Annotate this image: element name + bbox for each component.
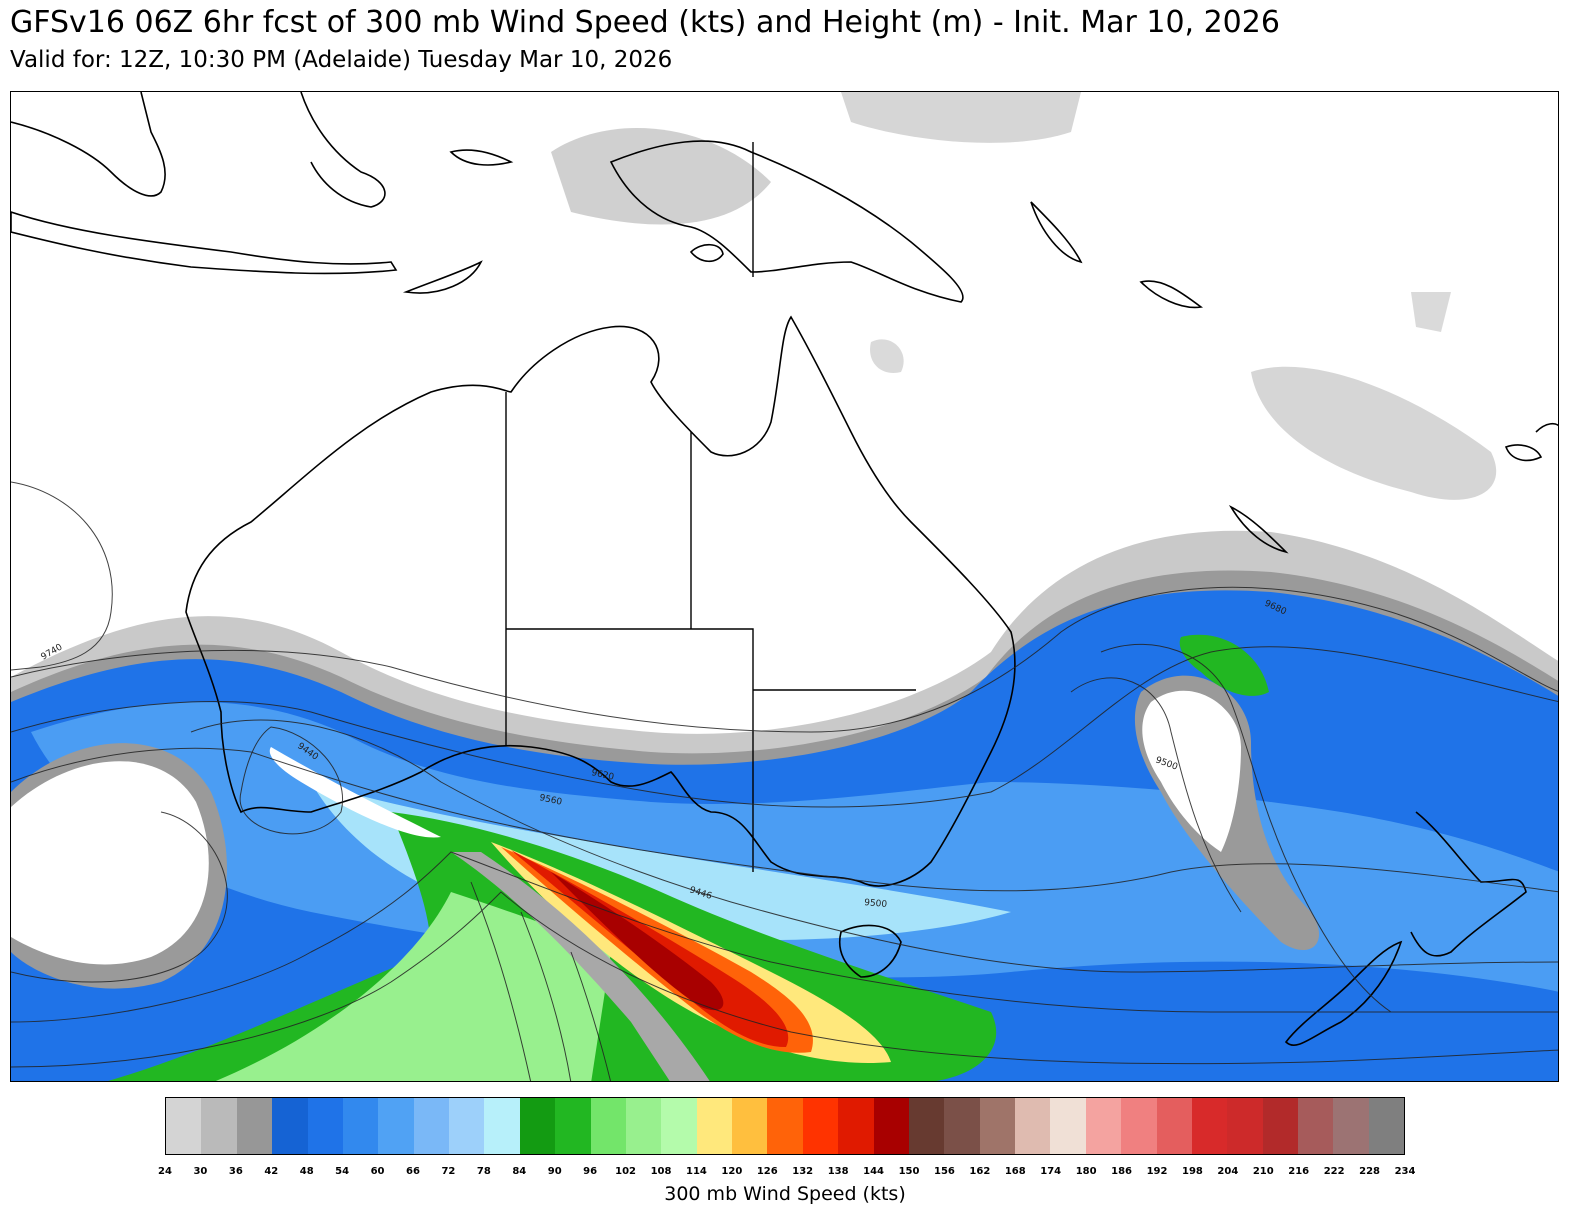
colorbar-tick-label: 144 — [863, 1166, 884, 1177]
colorbar-tick-label: 114 — [685, 1166, 707, 1177]
colorbar-swatch — [1191, 1098, 1228, 1154]
wind-speed-colorbar — [165, 1097, 1405, 1155]
colorbar-swatch — [838, 1098, 874, 1154]
colorbar-tick-label: 222 — [1323, 1166, 1345, 1177]
tropical-grey-shading — [551, 92, 1497, 500]
colorbar-swatch — [272, 1098, 308, 1154]
tasman-low-white — [1142, 690, 1241, 852]
colorbar-swatch — [378, 1098, 414, 1154]
colorbar-swatch — [908, 1098, 945, 1154]
colorbar-tick-label: 108 — [650, 1166, 672, 1177]
colorbar-tick-label: 228 — [1359, 1166, 1380, 1177]
colorbar-tick-label: 198 — [1181, 1166, 1203, 1177]
colorbar-swatch — [944, 1098, 980, 1154]
colorbar-swatch — [767, 1098, 803, 1154]
jet-grey-streak — [451, 852, 710, 1081]
colorbar-tick-label: 216 — [1288, 1166, 1310, 1177]
colorbar-swatch — [732, 1098, 768, 1154]
colorbar-tick-label: 48 — [299, 1166, 314, 1177]
colorbar-label: 300 mb Wind Speed (kts) — [664, 1183, 906, 1205]
chart-title: GFSv16 06Z 6hr fcst of 300 mb Wind Speed… — [10, 5, 1280, 40]
colorbar-tick-label: 150 — [898, 1166, 920, 1177]
colorbar-tick-label: 210 — [1252, 1166, 1274, 1177]
colorbar-swatch — [1015, 1098, 1051, 1154]
chart-subtitle: Valid for: 12Z, 10:30 PM (Adelaide) Tues… — [10, 47, 673, 73]
colorbar-swatch — [1085, 1098, 1122, 1154]
colorbar-tick-label: 36 — [228, 1166, 243, 1177]
colorbar-tick-label: 90 — [547, 1166, 562, 1177]
state-borders — [505, 142, 916, 872]
contour-label: 9500 — [864, 898, 888, 910]
colorbar-tick-label: 96 — [583, 1166, 598, 1177]
colorbar-swatch — [1333, 1098, 1369, 1154]
colorbar-swatch — [166, 1098, 202, 1154]
colorbar-swatch — [802, 1098, 839, 1154]
west-low-centre-white — [11, 761, 209, 965]
jet-light-green — [215, 892, 611, 1081]
colorbar-swatch — [307, 1098, 343, 1154]
tasman-green-patch — [1179, 634, 1269, 696]
colorbar-tick-label: 72 — [441, 1166, 456, 1177]
colorbar-tick-label: 234 — [1394, 1166, 1416, 1177]
colorbar-swatch — [201, 1098, 237, 1154]
colorbar-tick-label: 66 — [406, 1166, 420, 1177]
west-white-streak — [269, 747, 441, 838]
colorbar-ticks: 24 30 36 42 48 54 60 66 72 78 84 90 96 102 108 114 120 12… — [158, 1166, 1415, 1180]
colorbar-swatch — [873, 1098, 909, 1154]
colorbar-swatch — [661, 1098, 697, 1154]
colorbar-tick-label: 186 — [1111, 1166, 1132, 1177]
colorbar-tick-label: 126 — [756, 1166, 778, 1177]
colorbar-tick-label: 138 — [827, 1166, 849, 1177]
colorbar-swatch — [555, 1098, 591, 1154]
colorbar-swatch — [484, 1098, 520, 1154]
colorbar-tick-label: 30 — [193, 1166, 208, 1177]
contour-label: 9620 — [590, 768, 615, 783]
colorbar-tick-label: 174 — [1040, 1166, 1062, 1177]
colorbar-tick-label: 156 — [933, 1166, 955, 1177]
colorbar-swatch — [342, 1098, 379, 1154]
colorbar-swatch — [1368, 1098, 1405, 1154]
colorbar-tick-label: 162 — [969, 1166, 991, 1177]
contour-label: 9560 — [538, 793, 563, 808]
colorbar-tick-label: 42 — [264, 1166, 279, 1177]
colorbar-swatch — [1156, 1098, 1192, 1154]
colorbar-swatch — [979, 1098, 1015, 1154]
colorbar-swatch — [1050, 1098, 1086, 1154]
colorbar-swatch — [625, 1098, 662, 1154]
colorbar-swatch — [413, 1098, 449, 1154]
colorbar-swatch — [1298, 1098, 1334, 1154]
colorbar-swatch — [696, 1098, 732, 1154]
colorbar-swatch — [449, 1098, 485, 1154]
height-contours — [11, 481, 1558, 1081]
colorbar-tick-label: 180 — [1075, 1166, 1097, 1177]
colorbar-tick-label: 78 — [476, 1166, 491, 1177]
colorbar-swatch — [590, 1098, 626, 1154]
colorbar-tick-label: 60 — [370, 1166, 385, 1177]
colorbar-tick-label: 54 — [335, 1166, 350, 1177]
colorbar-swatch — [519, 1098, 556, 1154]
wind-speed-map: 9740 9440 9620 9560 9446 9500 9680 9500 — [10, 91, 1559, 1082]
colorbar-tick-label: 24 — [158, 1166, 172, 1177]
jet-light-blue — [31, 702, 1558, 992]
colorbar-tick-label: 192 — [1146, 1166, 1168, 1177]
colorbar-tick-label: 84 — [512, 1166, 527, 1177]
colorbar-swatch — [236, 1098, 273, 1154]
colorbar-tick-label: 168 — [1004, 1166, 1026, 1177]
colorbar-tick-label: 120 — [721, 1166, 743, 1177]
colorbar-swatch — [1262, 1098, 1298, 1154]
colorbar-tick-label: 204 — [1217, 1166, 1239, 1177]
colorbar-swatch — [1121, 1098, 1157, 1154]
colorbar-tick-label: 102 — [615, 1166, 636, 1177]
colorbar-tick-label: 132 — [792, 1166, 814, 1177]
coastlines — [11, 92, 1558, 1047]
colorbar-swatch — [1227, 1098, 1263, 1154]
